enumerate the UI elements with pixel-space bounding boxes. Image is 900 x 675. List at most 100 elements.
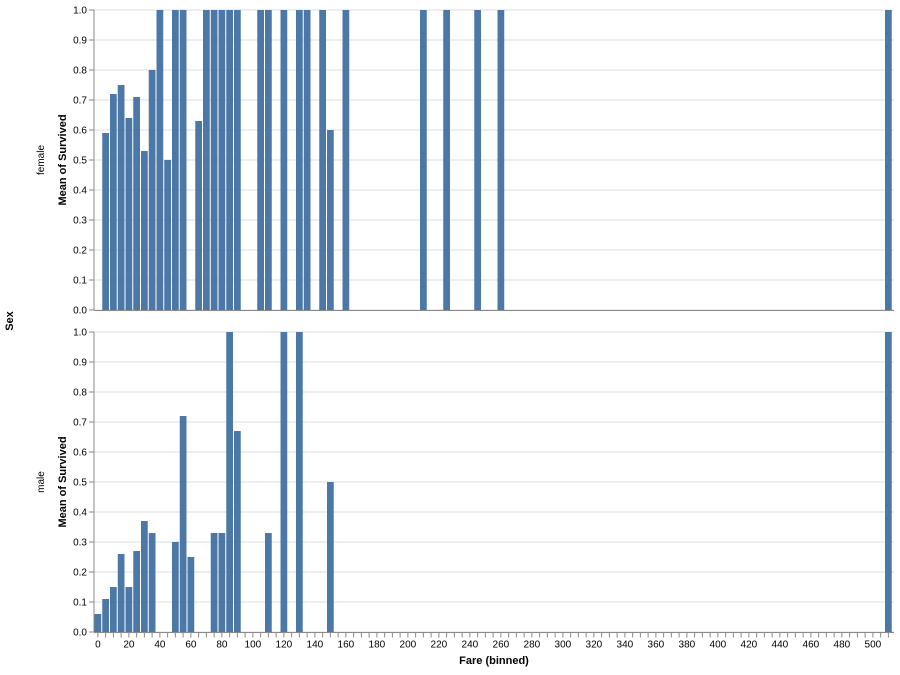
bar-male-11 <box>210 533 218 632</box>
y-tick-label: 0.1 <box>73 598 87 609</box>
x-tick-label: 180 <box>369 640 386 651</box>
y-tick-label: 0.5 <box>73 478 87 489</box>
bar-male-1 <box>102 599 109 632</box>
bar-female-23 <box>327 130 334 310</box>
bar-female-29 <box>885 10 892 310</box>
bar-male-16 <box>280 332 288 632</box>
y-axis-title: Mean of Survived <box>57 436 69 527</box>
bar-female-22 <box>319 10 326 310</box>
bar-female-9 <box>172 10 179 310</box>
y-tick-label: 0.3 <box>73 216 87 227</box>
y-tick-label: 0.6 <box>73 448 87 459</box>
x-tick-label: 220 <box>431 640 448 651</box>
bar-male-18 <box>327 482 334 632</box>
bar-female-12 <box>203 10 210 310</box>
x-axis-title: Fare (binned) <box>459 655 529 667</box>
bar-male-15 <box>265 533 272 632</box>
bar-male-13 <box>226 332 233 632</box>
bar-female-10 <box>179 10 187 310</box>
x-tick-label: 120 <box>276 640 293 651</box>
x-tick-label: 40 <box>154 640 166 651</box>
bar-male-5 <box>133 551 140 632</box>
bar-female-2 <box>117 85 125 310</box>
x-tick-label: 340 <box>617 640 634 651</box>
x-tick-label: 440 <box>772 640 789 651</box>
bar-male-6 <box>141 521 148 632</box>
y-tick-label: 0.1 <box>73 276 87 287</box>
y-tick-label: 0.4 <box>73 186 87 197</box>
bar-male-8 <box>172 542 179 632</box>
bar-female-20 <box>296 10 303 310</box>
y-tick-label: 0.6 <box>73 126 87 137</box>
y-tick-label: 0.4 <box>73 508 87 519</box>
x-tick-label: 100 <box>245 640 262 651</box>
bar-male-7 <box>148 533 156 632</box>
y-tick-label: 0.2 <box>73 246 87 257</box>
y-axis-title: Mean of Survived <box>57 114 69 205</box>
bar-female-24 <box>342 10 350 310</box>
y-tick-label: 0.7 <box>73 96 87 107</box>
bar-female-13 <box>210 10 218 310</box>
y-tick-label: 0.9 <box>73 358 87 369</box>
bar-female-1 <box>110 94 117 310</box>
y-tick-label: 0.7 <box>73 418 87 429</box>
bar-female-25 <box>420 10 427 310</box>
x-tick-label: 500 <box>865 640 882 651</box>
x-tick-label: 400 <box>710 640 727 651</box>
x-tick-label: 60 <box>185 640 197 651</box>
y-tick-label: 0.3 <box>73 538 87 549</box>
x-tick-label: 300 <box>555 640 572 651</box>
bar-male-17 <box>296 332 303 632</box>
x-tick-label: 380 <box>679 640 696 651</box>
bar-male-4 <box>125 587 133 632</box>
x-tick-label: 420 <box>741 640 758 651</box>
x-tick-label: 460 <box>803 640 820 651</box>
facet-label-female: female <box>36 145 47 175</box>
bar-male-3 <box>117 554 125 632</box>
y-tick-label: 0.0 <box>73 628 87 639</box>
bar-male-19 <box>885 332 892 632</box>
x-tick-label: 360 <box>648 640 665 651</box>
bar-female-18 <box>265 10 272 310</box>
bar-female-14 <box>218 10 226 310</box>
bar-female-27 <box>474 10 481 310</box>
facet-label-male: male <box>36 471 47 493</box>
bar-female-26 <box>443 10 450 310</box>
bar-male-10 <box>187 557 195 632</box>
x-tick-label: 80 <box>216 640 228 651</box>
y-tick-label: 1.0 <box>73 328 87 339</box>
x-tick-label: 140 <box>307 640 324 651</box>
bar-female-8 <box>164 160 171 310</box>
y-tick-label: 0.8 <box>73 388 87 399</box>
bar-female-3 <box>125 118 133 310</box>
bar-male-2 <box>110 587 117 632</box>
y-tick-label: 0.0 <box>73 306 87 317</box>
bar-female-7 <box>156 10 164 310</box>
bar-male-0 <box>94 614 102 632</box>
y-tick-label: 0.8 <box>73 66 87 77</box>
bar-male-12 <box>218 533 226 632</box>
bar-female-28 <box>497 10 505 310</box>
bar-female-19 <box>280 10 288 310</box>
x-tick-label: 320 <box>586 640 603 651</box>
bar-female-11 <box>195 121 202 310</box>
bar-female-5 <box>141 151 148 310</box>
bar-female-17 <box>257 10 264 310</box>
x-tick-label: 280 <box>524 640 541 651</box>
y-tick-label: 1.0 <box>73 6 87 17</box>
bar-female-21 <box>303 10 311 310</box>
x-tick-label: 200 <box>400 640 417 651</box>
x-tick-label: 0 <box>95 640 101 651</box>
y-tick-label: 0.5 <box>73 156 87 167</box>
bar-male-14 <box>234 431 241 632</box>
row-field-title: Sex <box>4 310 16 330</box>
x-tick-label: 260 <box>493 640 510 651</box>
bar-female-15 <box>226 10 233 310</box>
bar-female-0 <box>102 133 109 310</box>
y-tick-label: 0.9 <box>73 36 87 47</box>
x-tick-label: 20 <box>123 640 135 651</box>
bar-male-9 <box>179 416 187 632</box>
x-tick-label: 240 <box>462 640 479 651</box>
